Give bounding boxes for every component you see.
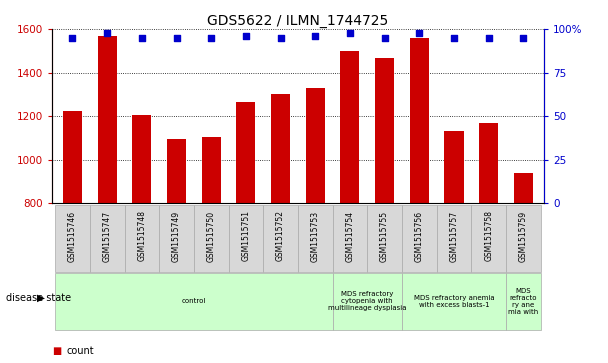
Point [449,35,459,41]
Text: MDS refractory anemia
with excess blasts-1: MDS refractory anemia with excess blasts… [413,295,494,308]
Bar [333,273,402,330]
Bar [159,205,194,272]
Bar [90,205,125,272]
Bar [98,36,117,203]
Bar [55,273,333,330]
Text: control: control [182,298,206,305]
Text: GSM1515755: GSM1515755 [380,211,389,262]
Bar [506,205,541,272]
Text: GSM1515756: GSM1515756 [415,211,424,262]
Text: ▶: ▶ [36,293,45,303]
Bar [479,123,498,203]
Text: GSM1515748: GSM1515748 [137,211,147,261]
Bar [194,205,229,272]
Point [102,30,112,36]
Text: ■: ■ [52,346,61,356]
Text: GSM1515757: GSM1515757 [449,211,458,262]
Bar [298,205,333,272]
Bar [471,205,506,272]
Point [519,35,528,41]
Bar [514,173,533,203]
Bar [437,205,471,272]
Text: disease state: disease state [6,293,71,303]
Bar [444,131,463,203]
Point [415,30,424,36]
Bar [367,205,402,272]
Bar [402,273,506,330]
Text: count: count [67,346,94,356]
Point [67,35,77,41]
Bar [167,139,186,203]
Point [380,35,390,41]
Text: MDS
refracto
ry ane
mia with: MDS refracto ry ane mia with [508,288,539,315]
Point [275,35,285,41]
Bar [237,102,255,203]
Point [171,35,181,41]
Point [484,35,494,41]
Point [345,30,355,36]
Bar [202,137,221,203]
Point [206,35,216,41]
Bar [506,273,541,330]
Bar [133,115,151,203]
Text: GSM1515752: GSM1515752 [276,211,285,261]
Text: GSM1515746: GSM1515746 [68,211,77,262]
Bar [306,88,325,203]
Text: GSM1515747: GSM1515747 [103,211,112,262]
Point [311,33,320,39]
Bar [125,205,159,272]
Bar [263,205,298,272]
Bar [271,94,290,203]
Bar [410,38,429,203]
Point [137,35,147,41]
Text: GSM1515753: GSM1515753 [311,211,320,262]
Bar [333,205,367,272]
Text: GSM1515754: GSM1515754 [345,211,354,262]
Bar [63,111,82,203]
Point [241,33,250,39]
Text: MDS refractory
cytopenia with
multilineage dysplasia: MDS refractory cytopenia with multilinea… [328,291,407,311]
Bar [229,205,263,272]
Title: GDS5622 / ILMN_1744725: GDS5622 / ILMN_1744725 [207,14,389,28]
Text: GSM1515758: GSM1515758 [484,211,493,261]
Bar [402,205,437,272]
Text: GSM1515751: GSM1515751 [241,211,250,261]
Bar [375,58,394,203]
Text: GSM1515749: GSM1515749 [172,211,181,262]
Text: GSM1515750: GSM1515750 [207,211,216,262]
Bar [55,205,90,272]
Text: GSM1515759: GSM1515759 [519,211,528,262]
Bar [340,51,359,203]
